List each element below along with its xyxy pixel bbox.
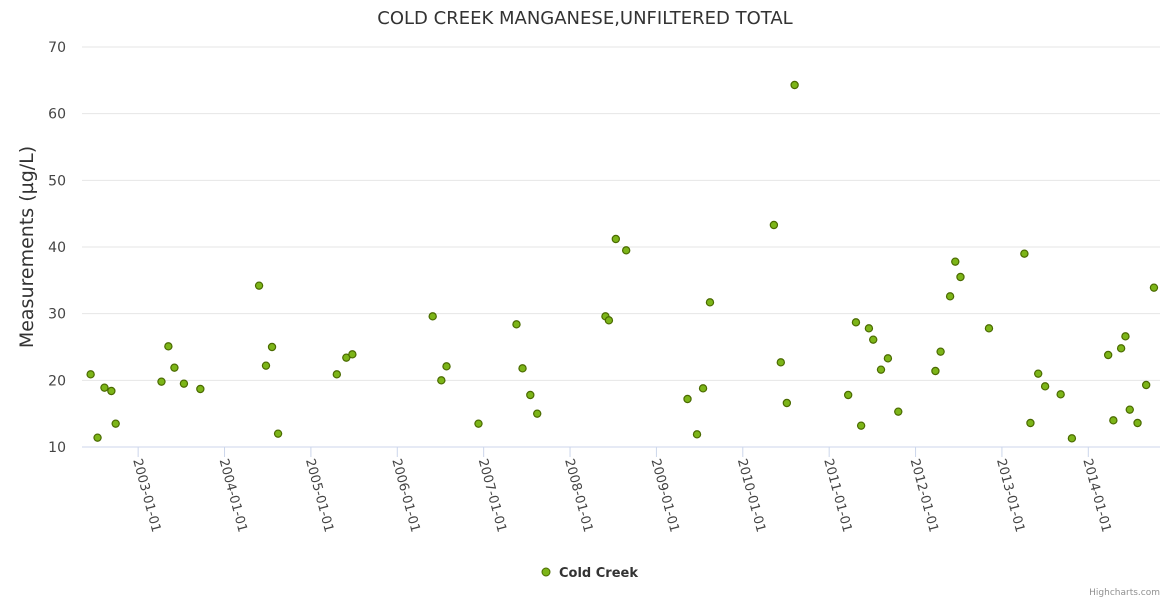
data-point[interactable] bbox=[437, 376, 446, 385]
data-point[interactable] bbox=[1121, 332, 1130, 341]
data-point[interactable] bbox=[1116, 344, 1126, 353]
data-point[interactable] bbox=[1109, 416, 1118, 425]
data-point[interactable] bbox=[86, 370, 95, 379]
data-point[interactable] bbox=[512, 320, 521, 329]
data-point[interactable] bbox=[332, 370, 342, 379]
data-point[interactable] bbox=[945, 292, 955, 301]
data-point[interactable] bbox=[782, 398, 792, 408]
data-point[interactable] bbox=[100, 383, 109, 392]
x-tick-label: 2012-01-01 bbox=[907, 457, 941, 534]
x-tick-label: 2009-01-01 bbox=[648, 457, 682, 534]
data-point[interactable] bbox=[1034, 369, 1043, 378]
legend-marker[interactable] bbox=[541, 567, 551, 577]
data-point[interactable] bbox=[93, 433, 102, 442]
data-point[interactable] bbox=[894, 407, 903, 416]
y-tick-label: 20 bbox=[48, 373, 66, 389]
x-tick-label: 2004-01-01 bbox=[216, 457, 250, 534]
data-point[interactable] bbox=[776, 358, 785, 367]
data-point[interactable] bbox=[1067, 434, 1077, 443]
y-tick-label: 60 bbox=[48, 107, 66, 123]
data-point[interactable] bbox=[179, 379, 189, 388]
chart-title: COLD CREEK MANGANESE,UNFILTERED TOTAL bbox=[377, 8, 792, 29]
data-point[interactable] bbox=[851, 318, 861, 327]
data-point[interactable] bbox=[1056, 390, 1065, 399]
data-point[interactable] bbox=[428, 312, 437, 321]
data-point[interactable] bbox=[273, 429, 283, 438]
data-point[interactable] bbox=[164, 342, 173, 351]
highcharts-credit[interactable]: Highcharts.com bbox=[1089, 588, 1160, 598]
y-tick-label: 50 bbox=[48, 173, 66, 189]
data-point[interactable] bbox=[1125, 405, 1134, 414]
y-tick-label: 70 bbox=[48, 40, 66, 56]
data-point[interactable] bbox=[864, 324, 874, 333]
data-point[interactable] bbox=[1133, 418, 1142, 428]
x-tick-label: 2008-01-01 bbox=[561, 457, 595, 534]
grid-lines bbox=[82, 46, 1160, 381]
data-point[interactable] bbox=[698, 384, 708, 393]
data-point[interactable] bbox=[956, 272, 965, 282]
data-point[interactable] bbox=[705, 298, 715, 307]
y-axis-ticks: 10 20 30 40 50 60 70 bbox=[48, 40, 66, 456]
data-point[interactable] bbox=[984, 324, 994, 333]
y-tick-label: 30 bbox=[48, 307, 66, 323]
x-tick-label: 2006-01-01 bbox=[388, 457, 422, 534]
x-tick-label: 2013-01-01 bbox=[993, 457, 1027, 534]
data-point[interactable] bbox=[170, 363, 179, 372]
data-point[interactable] bbox=[1026, 418, 1035, 428]
data-point[interactable] bbox=[474, 419, 483, 428]
data-point[interactable] bbox=[1141, 380, 1151, 390]
x-tick-label: 2007-01-01 bbox=[475, 457, 509, 534]
data-point[interactable] bbox=[621, 246, 631, 255]
data-point[interactable] bbox=[604, 316, 614, 325]
data-point[interactable] bbox=[931, 366, 940, 376]
y-tick-label: 40 bbox=[48, 240, 66, 256]
data-point[interactable] bbox=[683, 394, 692, 404]
x-tick-label: 2011-01-01 bbox=[820, 457, 854, 534]
scatter-series-cold-creek bbox=[86, 80, 1159, 443]
data-point[interactable] bbox=[769, 220, 779, 230]
data-point[interactable] bbox=[883, 354, 893, 363]
data-point[interactable] bbox=[869, 335, 878, 344]
data-point[interactable] bbox=[526, 390, 535, 400]
data-point[interactable] bbox=[261, 361, 271, 370]
data-point[interactable] bbox=[951, 257, 960, 266]
y-tick-label: 10 bbox=[48, 440, 66, 456]
data-point[interactable] bbox=[1149, 283, 1159, 292]
data-point[interactable] bbox=[442, 362, 451, 371]
data-point[interactable] bbox=[196, 384, 205, 394]
x-axis-ticks: 2003-01-01 2004-01-01 2005-01-01 2006-01-01… bbox=[129, 447, 1113, 534]
data-point[interactable] bbox=[1020, 249, 1029, 258]
x-tick-label: 2005-01-01 bbox=[302, 457, 336, 534]
data-point[interactable] bbox=[843, 390, 853, 400]
data-point[interactable] bbox=[157, 377, 166, 386]
legend-label-cold-creek[interactable]: Cold Creek bbox=[559, 566, 638, 581]
x-tick-label: 2014-01-01 bbox=[1079, 457, 1113, 534]
data-point[interactable] bbox=[254, 281, 264, 290]
data-point[interactable] bbox=[692, 430, 702, 439]
data-point[interactable] bbox=[856, 421, 866, 430]
y-axis-label: Measurements (µg/L) bbox=[16, 146, 38, 348]
data-point[interactable] bbox=[936, 347, 945, 356]
data-point[interactable] bbox=[267, 342, 277, 352]
data-point[interactable] bbox=[1103, 350, 1113, 360]
data-point[interactable] bbox=[790, 80, 799, 90]
data-point[interactable] bbox=[111, 419, 120, 428]
data-point[interactable] bbox=[876, 365, 886, 374]
data-point[interactable] bbox=[348, 350, 357, 359]
x-tick-label: 2003-01-01 bbox=[129, 457, 163, 534]
data-point[interactable] bbox=[518, 364, 527, 373]
data-point[interactable] bbox=[611, 234, 621, 244]
x-tick-label: 2010-01-01 bbox=[734, 457, 768, 534]
data-point[interactable] bbox=[533, 409, 542, 418]
legend[interactable]: Cold Creek bbox=[541, 566, 638, 581]
data-point[interactable] bbox=[1040, 382, 1050, 391]
data-point[interactable] bbox=[107, 386, 116, 396]
